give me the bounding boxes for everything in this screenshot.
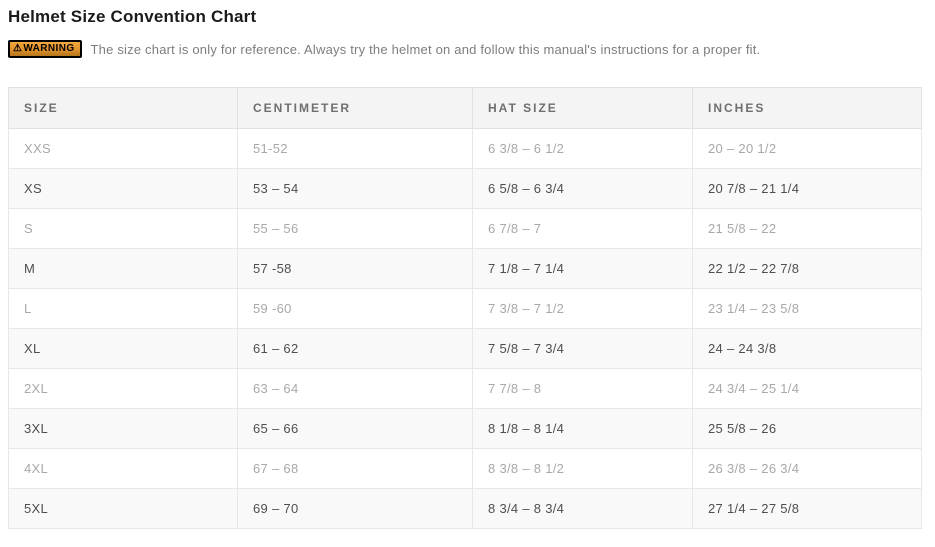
column-header-size: SIZE: [8, 87, 238, 129]
cell-inches: 20 – 20 1/2: [692, 128, 922, 169]
cell-hat-size: 6 7/8 – 7: [472, 208, 693, 249]
cell-centimeter: 59 -60: [237, 288, 473, 329]
table-row: 3XL 65 – 66 8 1/8 – 8 1/4 25 5/8 – 26: [8, 408, 922, 449]
cell-centimeter: 51-52: [237, 128, 473, 169]
cell-size: S: [8, 208, 238, 249]
cell-size: L: [8, 288, 238, 329]
cell-inches: 26 3/8 – 26 3/4: [692, 448, 922, 489]
cell-hat-size: 8 3/4 – 8 3/4: [472, 488, 693, 529]
cell-size: 3XL: [8, 408, 238, 449]
cell-size: 4XL: [8, 448, 238, 489]
cell-hat-size: 8 3/8 – 8 1/2: [472, 448, 693, 489]
cell-hat-size: 7 5/8 – 7 3/4: [472, 328, 693, 369]
column-header-hat-size: HAT SIZE: [472, 87, 693, 129]
cell-centimeter: 55 – 56: [237, 208, 473, 249]
cell-size: 5XL: [8, 488, 238, 529]
cell-size: M: [8, 248, 238, 289]
cell-inches: 23 1/4 – 23 5/8: [692, 288, 922, 329]
warning-row: ⚠ WARNING The size chart is only for ref…: [8, 40, 927, 58]
warning-text: The size chart is only for reference. Al…: [90, 41, 761, 57]
cell-hat-size: 7 3/8 – 7 1/2: [472, 288, 693, 329]
table-row: M 57 -58 7 1/8 – 7 1/4 22 1/2 – 22 7/8: [8, 248, 922, 289]
size-table-header: SIZE CENTIMETER HAT SIZE INCHES: [8, 87, 922, 129]
cell-centimeter: 67 – 68: [237, 448, 473, 489]
cell-inches: 21 5/8 – 22: [692, 208, 922, 249]
size-table-body: XXS 51-52 6 3/8 – 6 1/2 20 – 20 1/2 XS 5…: [8, 128, 922, 529]
table-row: 4XL 67 – 68 8 3/8 – 8 1/2 26 3/8 – 26 3/…: [8, 448, 922, 489]
table-row: XL 61 – 62 7 5/8 – 7 3/4 24 – 24 3/8: [8, 328, 922, 369]
cell-inches: 24 3/4 – 25 1/4: [692, 368, 922, 409]
cell-size: XS: [8, 168, 238, 209]
cell-centimeter: 65 – 66: [237, 408, 473, 449]
cell-inches: 27 1/4 – 27 5/8: [692, 488, 922, 529]
page-title: Helmet Size Convention Chart: [8, 7, 257, 26]
cell-inches: 24 – 24 3/8: [692, 328, 922, 369]
cell-hat-size: 6 3/8 – 6 1/2: [472, 128, 693, 169]
cell-inches: 20 7/8 – 21 1/4: [692, 168, 922, 209]
cell-centimeter: 69 – 70: [237, 488, 473, 529]
cell-size: XXS: [8, 128, 238, 169]
cell-size: XL: [8, 328, 238, 369]
table-row: S 55 – 56 6 7/8 – 7 21 5/8 – 22: [8, 208, 922, 249]
header-row: SIZE CENTIMETER HAT SIZE INCHES: [8, 87, 922, 129]
cell-hat-size: 8 1/8 – 8 1/4: [472, 408, 693, 449]
cell-hat-size: 6 5/8 – 6 3/4: [472, 168, 693, 209]
cell-inches: 22 1/2 – 22 7/8: [692, 248, 922, 289]
cell-centimeter: 57 -58: [237, 248, 473, 289]
column-header-inches: INCHES: [692, 87, 922, 129]
table-row: 2XL 63 – 64 7 7/8 – 8 24 3/4 – 25 1/4: [8, 368, 922, 409]
cell-size: 2XL: [8, 368, 238, 409]
table-row: 5XL 69 – 70 8 3/4 – 8 3/4 27 1/4 – 27 5/…: [8, 488, 922, 529]
helmet-size-table: SIZE CENTIMETER HAT SIZE INCHES XXS 51-5…: [8, 87, 922, 529]
cell-hat-size: 7 1/8 – 7 1/4: [472, 248, 693, 289]
cell-hat-size: 7 7/8 – 8: [472, 368, 693, 409]
cell-centimeter: 61 – 62: [237, 328, 473, 369]
table-row: XXS 51-52 6 3/8 – 6 1/2 20 – 20 1/2: [8, 128, 922, 169]
table-row: L 59 -60 7 3/8 – 7 1/2 23 1/4 – 23 5/8: [8, 288, 922, 329]
warning-badge: ⚠ WARNING: [8, 40, 82, 58]
cell-centimeter: 53 – 54: [237, 168, 473, 209]
column-header-centimeter: CENTIMETER: [237, 87, 473, 129]
cell-inches: 25 5/8 – 26: [692, 408, 922, 449]
warning-triangle-icon: ⚠: [13, 43, 23, 54]
table-row: XS 53 – 54 6 5/8 – 6 3/4 20 7/8 – 21 1/4: [8, 168, 922, 209]
helmet-size-page: Helmet Size Convention Chart ⚠ WARNING T…: [8, 7, 927, 529]
warning-badge-label: WARNING: [23, 43, 75, 54]
cell-centimeter: 63 – 64: [237, 368, 473, 409]
